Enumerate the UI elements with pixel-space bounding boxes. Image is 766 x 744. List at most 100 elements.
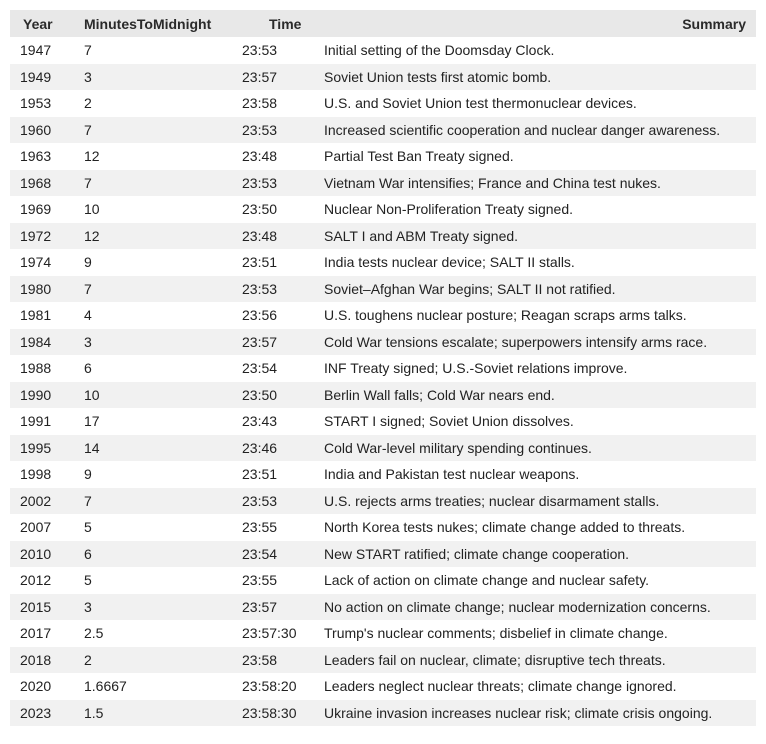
cell-year: 1949 [10, 63, 84, 90]
cell-time: 23:46 [242, 434, 324, 461]
cell-time: 23:50 [242, 196, 324, 223]
table-row[interactable]: 1953 2 23:58 U.S. and Soviet Union test the… [10, 90, 756, 117]
table-row[interactable]: 1995 14 23:46 Cold War-level military spend… [10, 434, 756, 461]
table-row[interactable]: 2012 5 23:55 Lack of action on climate chan… [10, 567, 756, 594]
cell-year: 1988 [10, 355, 84, 382]
cell-minutes-to-midnight: 3 [84, 63, 242, 90]
cell-summary: Leaders neglect nuclear threats; climate… [324, 673, 756, 700]
cell-minutes-to-midnight: 2 [84, 90, 242, 117]
cell-time: 23:54 [242, 540, 324, 567]
table-row[interactable]: 1947 7 23:53 Initial setting of the Doomsda… [10, 37, 756, 64]
column-header-summary[interactable]: Summary [324, 10, 756, 37]
table-row[interactable]: 2007 5 23:55 North Korea tests nukes; clima… [10, 514, 756, 541]
cell-time: 23:48 [242, 143, 324, 170]
cell-time: 23:58:30 [242, 699, 324, 726]
cell-summary: Lack of action on climate change and nuc… [324, 567, 756, 594]
table-row[interactable]: 1998 9 23:51 India and Pakistan test nuclea… [10, 461, 756, 488]
table-row[interactable]: 1981 4 23:56 U.S. toughens nuclear posture;… [10, 302, 756, 329]
table-header-row: Year MinutesToMidnight Time Summary [10, 10, 756, 37]
cell-minutes-to-midnight: 9 [84, 461, 242, 488]
cell-year: 1974 [10, 249, 84, 276]
cell-minutes-to-midnight: 5 [84, 514, 242, 541]
cell-summary: Ukraine invasion increases nuclear risk;… [324, 699, 756, 726]
cell-year: 1990 [10, 381, 84, 408]
cell-time: 23:57 [242, 63, 324, 90]
table-row[interactable]: 2015 3 23:57 No action on climate change; n… [10, 593, 756, 620]
cell-summary: North Korea tests nukes; climate change … [324, 514, 756, 541]
table-row[interactable]: 1960 7 23:53 Increased scientific cooperati… [10, 116, 756, 143]
cell-time: 23:53 [242, 169, 324, 196]
table-row[interactable]: 2018 2 23:58 Leaders fail on nuclear, clima… [10, 646, 756, 673]
column-header-year[interactable]: Year [10, 10, 84, 37]
cell-summary: Leaders fail on nuclear, climate; disrup… [324, 646, 756, 673]
table-row[interactable]: 2017 2.5 23:57:30 Trump's nuclear comments;… [10, 620, 756, 647]
cell-summary: Increased scientific cooperation and nuc… [324, 116, 756, 143]
cell-year: 2017 [10, 620, 84, 647]
table-row[interactable]: 1974 9 23:51 India tests nuclear device; SA… [10, 249, 756, 276]
table-row[interactable]: 1949 3 23:57 Soviet Union tests first atomi… [10, 63, 756, 90]
cell-year: 1980 [10, 275, 84, 302]
cell-time: 23:58:20 [242, 673, 324, 700]
data-table-container: Year MinutesToMidnight Time Summary 1947… [10, 10, 756, 726]
table-row[interactable]: 2010 6 23:54 New START ratified; climate ch… [10, 540, 756, 567]
cell-time: 23:53 [242, 116, 324, 143]
table-row[interactable]: 1980 7 23:53 Soviet–Afghan War begins; SALT… [10, 275, 756, 302]
cell-time: 23:53 [242, 37, 324, 64]
cell-year: 1984 [10, 328, 84, 355]
cell-summary: START I signed; Soviet Union dissolves. [324, 408, 756, 435]
column-header-time[interactable]: Time [242, 10, 324, 37]
table-row[interactable]: 1990 10 23:50 Berlin Wall falls; Cold War n… [10, 381, 756, 408]
cell-year: 2012 [10, 567, 84, 594]
table-row[interactable]: 1991 17 23:43 START I signed; Soviet Union … [10, 408, 756, 435]
table-row[interactable]: 2020 1.6667 23:58:20 Leaders neglect nuclea… [10, 673, 756, 700]
cell-summary: India and Pakistan test nuclear weapons. [324, 461, 756, 488]
cell-time: 23:43 [242, 408, 324, 435]
cell-year: 1969 [10, 196, 84, 223]
table-row[interactable]: 2023 1.5 23:58:30 Ukraine invasion increase… [10, 699, 756, 726]
table-row[interactable]: 1969 10 23:50 Nuclear Non-Proliferation Tre… [10, 196, 756, 223]
cell-year: 1995 [10, 434, 84, 461]
cell-minutes-to-midnight: 17 [84, 408, 242, 435]
cell-minutes-to-midnight: 7 [84, 275, 242, 302]
cell-minutes-to-midnight: 7 [84, 116, 242, 143]
cell-minutes-to-midnight: 9 [84, 249, 242, 276]
cell-year: 2023 [10, 699, 84, 726]
table-row[interactable]: 1984 3 23:57 Cold War tensions escalate; su… [10, 328, 756, 355]
cell-minutes-to-midnight: 10 [84, 196, 242, 223]
cell-time: 23:51 [242, 461, 324, 488]
cell-time: 23:58 [242, 646, 324, 673]
table-body: 1947 7 23:53 Initial setting of the Doomsda… [10, 37, 756, 726]
cell-year: 2015 [10, 593, 84, 620]
cell-minutes-to-midnight: 3 [84, 593, 242, 620]
cell-summary: Trump's nuclear comments; disbelief in c… [324, 620, 756, 647]
table-row[interactable]: 2002 7 23:53 U.S. rejects arms treaties; nu… [10, 487, 756, 514]
cell-time: 23:53 [242, 275, 324, 302]
doomsday-clock-table: Year MinutesToMidnight Time Summary 1947… [10, 10, 756, 726]
cell-summary: Nuclear Non-Proliferation Treaty signed. [324, 196, 756, 223]
cell-minutes-to-midnight: 3 [84, 328, 242, 355]
cell-minutes-to-midnight: 1.5 [84, 699, 242, 726]
cell-minutes-to-midnight: 14 [84, 434, 242, 461]
cell-summary: New START ratified; climate change coope… [324, 540, 756, 567]
table-row[interactable]: 1988 6 23:54 INF Treaty signed; U.S.-Soviet… [10, 355, 756, 382]
table-row[interactable]: 1968 7 23:53 Vietnam War intensifies; Franc… [10, 169, 756, 196]
cell-year: 2007 [10, 514, 84, 541]
cell-time: 23:51 [242, 249, 324, 276]
cell-summary: Soviet Union tests first atomic bomb. [324, 63, 756, 90]
cell-year: 1972 [10, 222, 84, 249]
cell-year: 1981 [10, 302, 84, 329]
cell-year: 1960 [10, 116, 84, 143]
cell-summary: Cold War tensions escalate; superpowers … [324, 328, 756, 355]
table-row[interactable]: 1972 12 23:48 SALT I and ABM Treaty signed. [10, 222, 756, 249]
column-header-minutes-to-midnight[interactable]: MinutesToMidnight [84, 10, 242, 37]
cell-minutes-to-midnight: 7 [84, 37, 242, 64]
cell-summary: U.S. toughens nuclear posture; Reagan sc… [324, 302, 756, 329]
cell-minutes-to-midnight: 2 [84, 646, 242, 673]
cell-minutes-to-midnight: 12 [84, 222, 242, 249]
cell-time: 23:48 [242, 222, 324, 249]
cell-year: 2002 [10, 487, 84, 514]
cell-minutes-to-midnight: 6 [84, 540, 242, 567]
cell-minutes-to-midnight: 10 [84, 381, 242, 408]
table-row[interactable]: 1963 12 23:48 Partial Test Ban Treaty signe… [10, 143, 756, 170]
cell-time: 23:50 [242, 381, 324, 408]
